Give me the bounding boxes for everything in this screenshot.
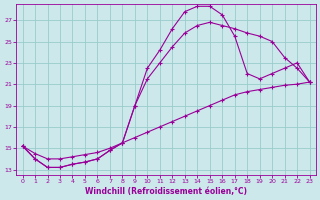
- X-axis label: Windchill (Refroidissement éolien,°C): Windchill (Refroidissement éolien,°C): [85, 187, 247, 196]
